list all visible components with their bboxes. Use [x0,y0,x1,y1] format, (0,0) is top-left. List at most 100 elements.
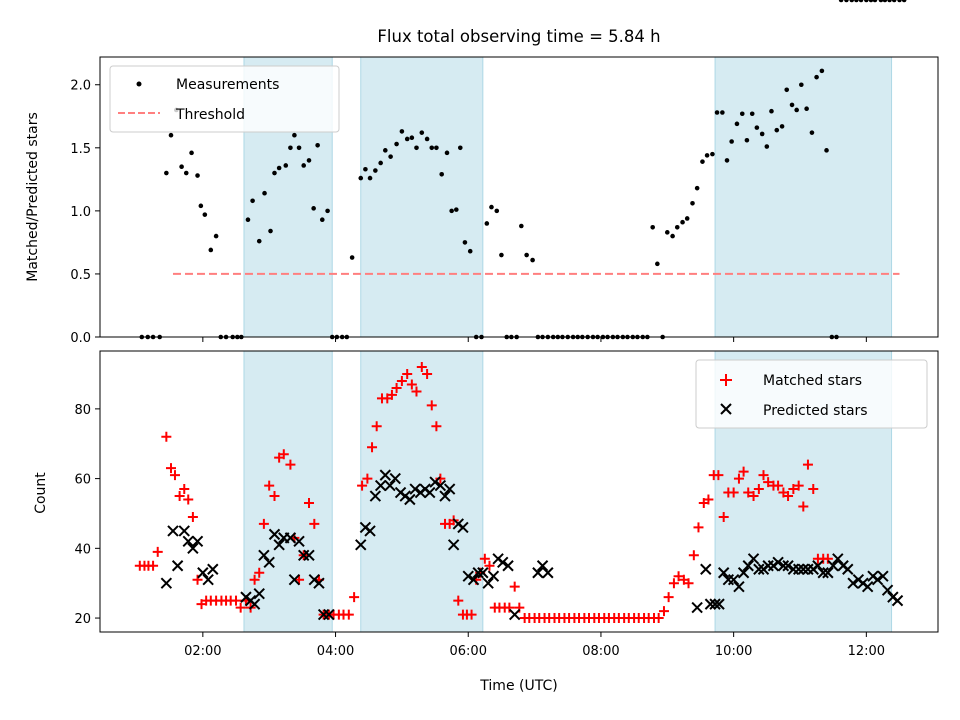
predicted-star-point [477,567,489,579]
measurement-point [198,203,204,209]
predicted-star-point [404,493,416,506]
matched-star-point [411,386,422,397]
matched-star-point [187,511,198,522]
measurement-point [694,185,700,191]
bottom-x-tick-label: 12:00 [848,644,885,659]
predicted-star-point [772,556,784,568]
predicted-star-point [178,525,190,537]
predicted-star-point [462,570,474,582]
matched-star-point [783,491,794,502]
top-axes-frame [99,56,939,338]
top-y-tick-label: 0.5 [70,268,91,283]
measurement-point [729,139,734,144]
matched-star-point [718,511,729,522]
predicted-star-point [502,560,514,572]
measurement-point [325,208,330,214]
predicted-star-point [273,539,285,551]
predicted-star-point [508,608,521,621]
measurement-point [530,257,535,263]
measurement-point [704,153,710,158]
predicted-star-point [812,560,824,572]
predicted-star-point [536,560,549,572]
measurement-point [315,142,320,148]
predicted-star-point [323,608,335,621]
matched-star-point [304,498,315,509]
matched-star-point [258,518,269,529]
measurement-point [292,132,297,138]
predicted-star-point [709,598,721,610]
matched-star-point [693,522,704,533]
bottom-x-axis-label: Time (UTC) [479,678,557,694]
measurement-point [467,248,473,254]
measurement-point [759,131,765,137]
matched-star-point [435,473,446,484]
measurement-point [664,230,670,235]
measurement-point [179,164,184,170]
measurement-point [844,0,849,3]
matched-star-point [148,560,159,571]
measurement-point [301,163,306,168]
predicted-star-point [268,528,281,541]
predicted-star-point [384,479,396,492]
matched-star-point [793,480,804,491]
measurements-legend-marker [136,81,142,87]
matched-star-point [174,491,185,502]
matched-star-point [426,400,437,411]
bottom-y-tick-label: 40 [74,542,91,557]
measurement-point [804,106,809,112]
measurement-point [434,145,439,151]
predicted-star-point [842,563,854,575]
measurement-point [489,204,494,210]
predicted-star-point [171,560,184,572]
measurement-point [453,207,459,212]
measurement-point [394,141,399,147]
matched-star-point [422,369,433,380]
predicted-star-point [288,573,301,586]
measurement-point [409,135,415,141]
top-panel: 0.00.51.01.52.0 Matched/Predicted stars … [25,0,939,346]
measurement-point [872,0,878,3]
bottom-x-tick-label: 08:00 [582,644,619,659]
predicted-star-point [303,549,315,562]
matched-star-point [309,518,320,529]
predicted-star-point [822,567,834,579]
measurement-point [189,150,194,156]
measurements-series [139,0,907,340]
predicted-star-point [443,483,456,495]
measurement-point [262,190,267,196]
predicted-star-point [861,580,874,593]
matched-star-point [822,553,833,564]
measurement-point [373,168,378,173]
matched-star-point [391,382,402,393]
bottom-y-axis-label: Count [33,472,49,514]
matched-star-point [231,595,242,606]
predicted-star-point [700,563,712,575]
top-y-tick-label: 2.0 [70,79,91,94]
measurement-point [824,148,829,153]
measurement-point [378,160,383,166]
predicted-star-point [482,577,494,589]
top-legend-box [109,65,340,133]
predicted-star-point [777,560,790,572]
measurements-legend-label: Measurements [176,77,279,93]
predicted-star-point [313,577,325,589]
predicted-star-point [727,573,740,586]
bottom-x-tick-label: 10:00 [715,644,752,659]
matched-star-point [658,606,669,617]
measurement-point [897,0,902,3]
bottom-axes-frame [99,350,939,633]
matched-star-point [713,470,724,481]
matched-star-point [653,613,664,624]
measurement-point [744,137,750,143]
predicted-star-point [409,483,421,495]
predicted-star-point [782,560,794,572]
measurement-point [838,0,844,3]
matched-star-point [466,609,477,620]
matched-star-point [773,480,784,491]
bottom-shaded-interval-1 [243,350,333,633]
measurement-point [891,0,897,3]
measurement-point [849,0,855,3]
matched-star-point [396,375,407,386]
measurement-point [901,0,907,3]
